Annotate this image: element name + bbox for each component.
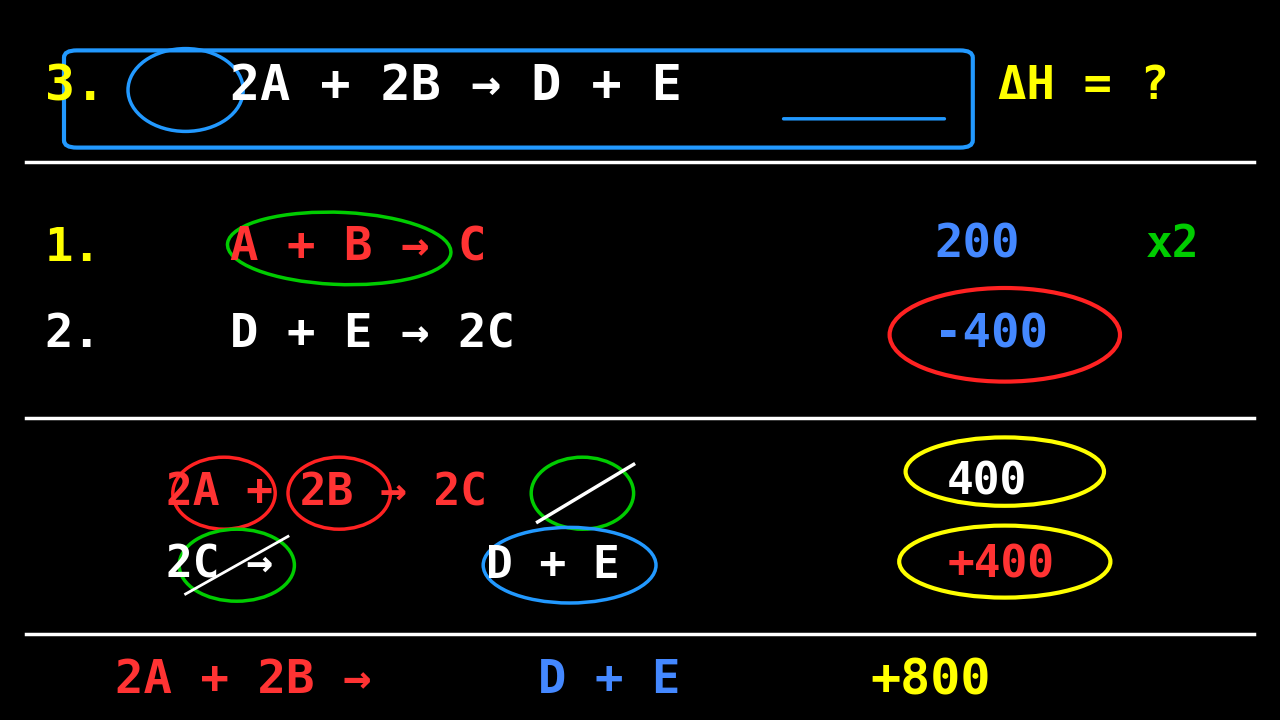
- Text: D + E: D + E: [486, 544, 620, 587]
- Text: D + E: D + E: [538, 658, 680, 703]
- Text: 2A + 2B → 2C: 2A + 2B → 2C: [166, 472, 488, 515]
- Text: A + B → C: A + B → C: [230, 226, 486, 271]
- Text: 2.: 2.: [45, 312, 102, 357]
- Text: 200: 200: [934, 222, 1020, 267]
- Text: x2: x2: [1146, 223, 1199, 266]
- Text: 1.: 1.: [45, 226, 102, 271]
- Text: 400: 400: [947, 461, 1028, 504]
- Text: +800: +800: [870, 657, 991, 704]
- Text: -400: -400: [934, 312, 1048, 357]
- Text: +400: +400: [947, 544, 1055, 587]
- Text: ΔH = ?: ΔH = ?: [998, 64, 1170, 109]
- Text: D + E → 2C: D + E → 2C: [230, 312, 516, 357]
- Text: 2C →: 2C →: [166, 544, 274, 587]
- Text: 2A + 2B →: 2A + 2B →: [115, 658, 371, 703]
- Text: 2A + 2B → D + E: 2A + 2B → D + E: [230, 63, 682, 110]
- Text: 3.: 3.: [45, 63, 105, 110]
